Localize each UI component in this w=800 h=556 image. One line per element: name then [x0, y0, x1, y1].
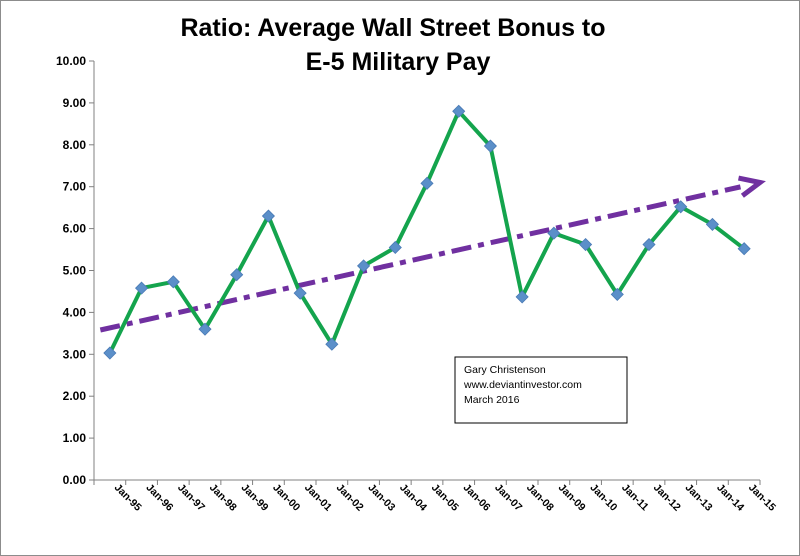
x-tick-label: Jan-09	[556, 482, 588, 514]
x-tick-label: Jan-01	[302, 482, 334, 514]
chart-title-line-1: Ratio: Average Wall Street Bonus to	[180, 14, 605, 42]
x-tick-label: Jan-95	[112, 482, 144, 514]
y-tick-label: 3.00	[63, 347, 87, 361]
data-point	[388, 240, 402, 255]
y-tick-label: 2.00	[63, 389, 87, 403]
y-tick-label: 9.00	[63, 96, 87, 110]
y-tick-label: 0.00	[63, 473, 87, 487]
data-point	[230, 268, 244, 282]
annotation-border	[454, 356, 628, 424]
data-point	[452, 104, 466, 118]
data-point	[293, 286, 307, 300]
trendline	[99, 175, 766, 333]
x-tick-label: Jan-15	[746, 482, 778, 514]
x-tick-label: Jan-08	[524, 482, 556, 514]
annotation-website: www.deviantinvestor.com	[463, 379, 582, 391]
data-point	[135, 281, 149, 295]
data-point	[357, 259, 371, 273]
annotation-box: Gary Christenson www.deviantinvestor.com…	[454, 356, 628, 424]
x-tick-label: Jan-03	[365, 482, 397, 514]
data-point	[325, 337, 339, 351]
x-tick-label: Jan-07	[492, 482, 524, 514]
data-point	[261, 209, 275, 223]
x-tick-label: Jan-14	[714, 482, 746, 514]
x-tick-label: Jan-99	[239, 482, 271, 514]
trendline-dashed	[99, 184, 742, 333]
x-tick-label: Jan-10	[587, 482, 619, 514]
x-tick-label: Jan-00	[270, 482, 302, 514]
data-point	[420, 176, 434, 190]
y-tick-label: 6.00	[63, 222, 87, 236]
annotation-author: Gary Christenson	[464, 364, 546, 376]
series-line	[108, 109, 746, 354]
data-point	[737, 242, 751, 256]
chart-title-line-2: E-5 Military Pay	[306, 48, 491, 76]
x-tick-label: Jan-02	[334, 482, 366, 514]
x-tick-label: Jan-04	[397, 482, 429, 514]
data-point	[547, 226, 561, 240]
y-tick-label: 10.00	[56, 54, 86, 68]
y-tick-label: 8.00	[63, 138, 87, 152]
chart-title: Ratio: Average Wall Street Bonus to E-5 …	[180, 14, 605, 76]
y-tick-label: 7.00	[63, 180, 87, 194]
data-point	[705, 217, 719, 231]
trendline-arrowhead	[737, 175, 766, 198]
data-point	[483, 139, 497, 153]
x-tick-label: Jan-12	[651, 482, 683, 514]
x-tick-label: Jan-11	[619, 482, 651, 514]
data-point	[642, 237, 656, 252]
data-point	[198, 322, 212, 336]
x-tick-label: Jan-05	[429, 482, 461, 514]
x-tick-label: Jan-98	[207, 482, 239, 514]
data-series	[103, 104, 751, 360]
x-tick-label: Jan-06	[461, 482, 493, 514]
x-tick-label: Jan-97	[175, 482, 207, 514]
axes	[89, 60, 761, 485]
data-point	[674, 200, 688, 214]
data-point	[610, 287, 624, 301]
y-tick-label: 4.00	[63, 305, 87, 319]
data-point	[103, 346, 117, 360]
x-tick-label: Jan-96	[143, 482, 175, 514]
x-tick-label: Jan-13	[683, 482, 715, 514]
data-point	[166, 275, 180, 289]
data-point	[579, 237, 593, 252]
y-tick-label: 1.00	[63, 431, 87, 445]
y-tick-label: 5.00	[63, 264, 87, 278]
data-point	[515, 290, 529, 304]
annotation-date: March 2016	[464, 394, 520, 406]
